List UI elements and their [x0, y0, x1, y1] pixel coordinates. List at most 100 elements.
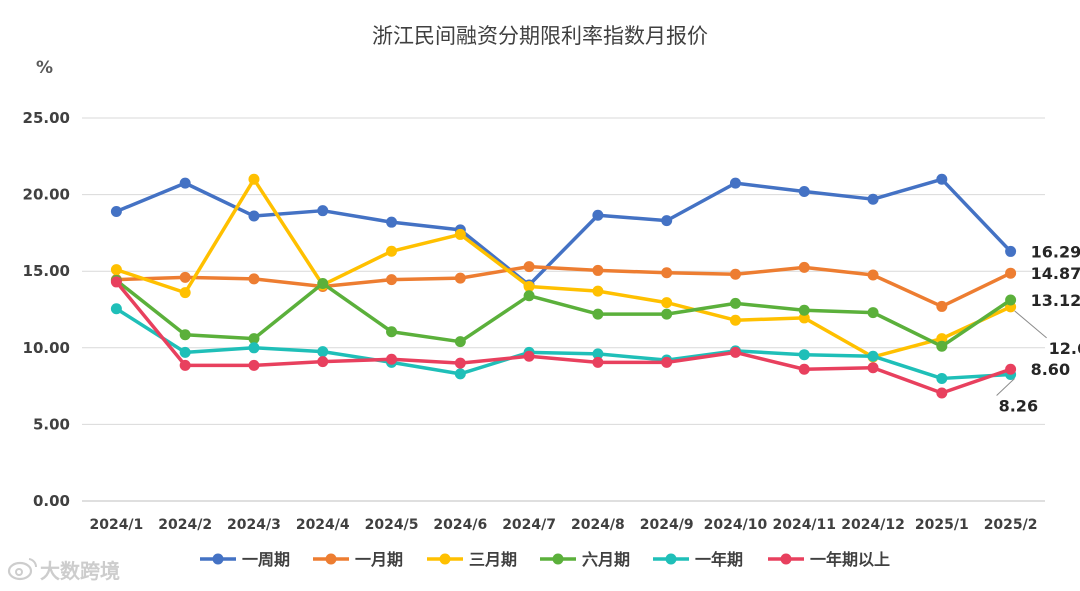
y-tick-label: 20.00	[23, 186, 70, 204]
legend-swatch-marker	[552, 553, 564, 565]
x-tick-label: 2024/9	[640, 517, 694, 533]
data-point	[867, 307, 879, 319]
legend-label: 一年期以上	[810, 550, 890, 569]
y-axis-ticks: 0.00 5.00 10.00 15.00 20.00 25.00	[23, 109, 70, 510]
data-point	[798, 363, 810, 375]
data-point	[798, 304, 810, 316]
y-tick-label: 15.00	[23, 262, 70, 280]
data-point	[110, 205, 122, 217]
legend-swatch-marker	[325, 553, 337, 565]
x-tick-label: 2024/6	[433, 517, 487, 533]
data-point	[179, 346, 191, 358]
data-point	[386, 274, 398, 286]
data-point	[798, 349, 810, 361]
data-point	[592, 264, 604, 276]
data-point	[661, 267, 673, 279]
data-point	[936, 387, 948, 399]
data-point	[523, 290, 535, 302]
legend-item: 六月期	[540, 550, 630, 569]
data-point	[592, 209, 604, 221]
end-value-label: 13.12	[1031, 291, 1080, 310]
end-labels: 16.29 14.87 13.12 12.67 8.60 8.26	[996, 242, 1080, 415]
y-axis-unit: %	[36, 58, 53, 78]
data-point	[248, 173, 260, 185]
data-point	[317, 346, 329, 358]
data-point	[248, 359, 260, 371]
data-point	[317, 277, 329, 289]
data-point	[454, 336, 466, 348]
data-point	[936, 372, 948, 384]
x-tick-label: 2025/1	[915, 517, 969, 533]
data-point	[729, 346, 741, 358]
data-point	[729, 268, 741, 280]
data-point	[248, 210, 260, 222]
legend-item: 一年期以上	[768, 550, 890, 569]
data-point	[386, 326, 398, 338]
data-point	[592, 348, 604, 360]
data-point	[867, 269, 879, 281]
grid-lines	[82, 117, 1045, 502]
data-point	[179, 271, 191, 283]
data-point	[523, 261, 535, 273]
data-point	[454, 357, 466, 369]
legend-swatch-marker	[665, 553, 677, 565]
data-point	[454, 272, 466, 284]
data-point	[110, 303, 122, 315]
data-point	[110, 264, 122, 276]
chart-title: 浙江民间融资分期限利率指数月报价	[372, 24, 708, 48]
x-tick-label: 2024/11	[772, 517, 836, 533]
data-point	[867, 362, 879, 374]
legend-label: 一周期	[242, 550, 290, 569]
y-tick-label: 25.00	[23, 109, 70, 127]
x-tick-label: 2024/10	[704, 517, 768, 533]
x-tick-label: 2024/8	[571, 517, 625, 533]
x-tick-label: 2024/4	[296, 517, 350, 533]
data-point	[729, 297, 741, 309]
series-line	[114, 306, 1013, 381]
data-point	[523, 281, 535, 293]
data-point	[867, 350, 879, 362]
data-point	[936, 333, 948, 345]
data-point	[592, 308, 604, 320]
end-value-label: 14.87	[1031, 264, 1080, 283]
x-tick-label: 2024/1	[89, 517, 143, 533]
data-point	[661, 308, 673, 320]
data-point	[179, 287, 191, 299]
data-point	[386, 216, 398, 228]
legend: 一周期 一月期 三月期 六月期 一年期 一年期以上	[200, 550, 890, 569]
label-leader-line	[1014, 310, 1047, 339]
data-point	[661, 297, 673, 309]
end-value-label: 8.26	[999, 396, 1038, 415]
series-5	[110, 276, 1017, 399]
data-point	[592, 285, 604, 297]
end-value-label: 12.67	[1049, 339, 1080, 358]
data-point	[179, 329, 191, 341]
series-line	[114, 264, 1013, 309]
data-point	[454, 368, 466, 380]
data-point	[798, 312, 810, 324]
y-tick-label: 0.00	[33, 492, 70, 510]
weibo-icon	[7, 558, 38, 581]
series-line	[114, 177, 1013, 359]
data-point	[661, 356, 673, 368]
legend-item: 三月期	[427, 550, 517, 569]
legend-label: 六月期	[582, 550, 630, 569]
series-3	[110, 274, 1017, 352]
data-point	[317, 205, 329, 217]
legend-item: 一年期	[653, 550, 743, 569]
data-point	[798, 186, 810, 198]
series-0	[110, 173, 1017, 291]
data-point	[729, 314, 741, 326]
legend-swatch-marker	[212, 553, 224, 565]
watermark: 大数跨境	[7, 558, 120, 583]
data-point	[729, 177, 741, 189]
data-point	[454, 228, 466, 240]
series-line	[114, 278, 1013, 349]
x-tick-label: 2024/2	[158, 517, 212, 533]
y-tick-label: 5.00	[33, 415, 70, 433]
legend-item: 一月期	[313, 550, 403, 569]
watermark-text: 大数跨境	[40, 559, 120, 583]
data-point	[1005, 245, 1017, 257]
data-point	[798, 261, 810, 273]
